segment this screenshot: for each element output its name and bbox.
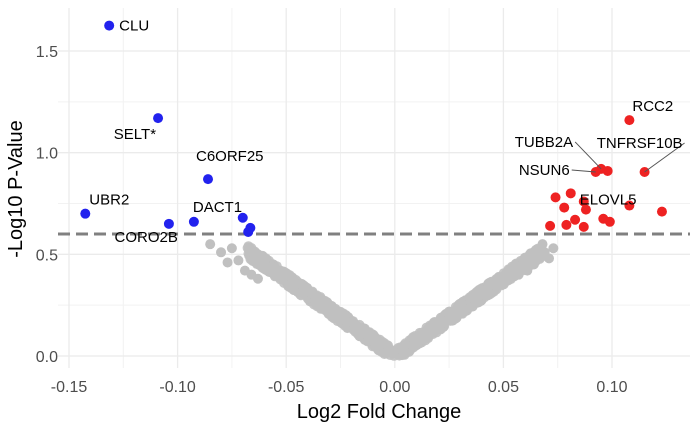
ns-point	[522, 265, 533, 276]
point-label: ELOVL5	[580, 191, 637, 208]
down-point	[163, 218, 174, 229]
y-axis-title: -Log10 P-Value	[5, 120, 27, 258]
point-label: NSUN6	[519, 162, 570, 179]
up-point	[570, 214, 581, 225]
ns-point	[347, 317, 358, 328]
ns-point	[358, 323, 369, 334]
up-point	[604, 216, 615, 227]
ns-point	[497, 278, 508, 289]
up-point	[578, 196, 589, 207]
up-point	[602, 165, 613, 176]
y-tick-label: 0.5	[36, 247, 58, 264]
ns-point	[456, 300, 467, 311]
y-tick-label: 1.5	[36, 44, 58, 61]
y-tick-label: 0.0	[36, 349, 58, 366]
x-tick-label: -0.15	[51, 379, 88, 396]
up-point	[624, 115, 635, 126]
ns-point	[528, 259, 539, 270]
up-point	[561, 219, 572, 230]
ns-point	[427, 329, 438, 340]
ns-point	[537, 239, 548, 250]
ns-point	[258, 255, 269, 266]
x-tick-label: 0.05	[488, 379, 519, 396]
down-point	[237, 212, 248, 223]
label-leader-line	[571, 169, 596, 173]
ns-point	[265, 265, 276, 276]
ns-point	[252, 273, 263, 284]
point-label: TUBB2A	[515, 134, 573, 151]
not-significant-points	[205, 239, 559, 361]
down-point	[153, 113, 164, 124]
ns-point	[414, 327, 425, 338]
ns-point	[295, 278, 306, 289]
x-axis-title: Log2 Fold Change	[297, 401, 462, 423]
x-tick-label: -0.10	[159, 379, 196, 396]
ns-point	[318, 301, 329, 312]
point-label: CORO2B	[115, 229, 178, 246]
point-label: UBR2	[89, 192, 129, 209]
point-label: SELT*	[114, 126, 156, 143]
ns-point	[539, 247, 550, 258]
up-point	[656, 206, 667, 217]
x-tick-label: 0.00	[379, 379, 410, 396]
ns-point	[331, 305, 342, 316]
ns-point	[513, 269, 524, 280]
ns-point	[226, 243, 237, 254]
up-point	[578, 221, 589, 232]
ns-point	[510, 260, 521, 271]
point-label: C6ORF25	[196, 148, 264, 165]
up-point	[580, 204, 591, 215]
point-label: TNFRSF10B	[597, 135, 683, 152]
down-point	[203, 174, 214, 185]
ns-point	[475, 284, 486, 295]
ns-point	[205, 239, 216, 250]
ns-point	[275, 265, 286, 276]
up-point	[545, 220, 556, 231]
ns-point	[548, 243, 559, 254]
ns-point	[407, 339, 418, 350]
ns-point	[470, 296, 481, 307]
ns-point	[216, 247, 227, 258]
down-point	[80, 208, 91, 219]
x-tick-label: 0.10	[596, 379, 627, 396]
ns-point	[233, 255, 244, 266]
label-leader-line	[574, 141, 602, 170]
down-point	[243, 226, 254, 237]
point-labels: CLU SELT* C6ORF25 UBR2 CORO2B DACT1 RCC2 TNFRSF…	[89, 18, 682, 246]
up-point	[559, 202, 570, 213]
ns-point	[456, 308, 467, 319]
ns-point	[303, 286, 314, 297]
up-point	[550, 192, 561, 203]
ns-point	[377, 336, 388, 347]
x-tick-label: -0.05	[268, 379, 305, 396]
grid	[58, 8, 690, 368]
ns-point	[249, 250, 260, 261]
y-tick-label: 1.0	[36, 146, 58, 163]
ns-point	[310, 290, 321, 301]
down-point	[104, 20, 115, 31]
ns-point	[287, 272, 298, 283]
axes: -0.15 -0.10 -0.05 0.00 0.05 0.10 0.0 0.5 1.0 1.5	[36, 44, 628, 396]
up-point	[565, 188, 576, 199]
point-label: CLU	[119, 18, 149, 35]
label-leader-line	[644, 142, 685, 173]
ns-point	[437, 318, 448, 329]
ns-point	[520, 254, 531, 265]
ns-point	[482, 283, 493, 294]
ns-point	[382, 347, 393, 358]
point-label: RCC2	[632, 98, 673, 115]
up-point	[624, 200, 635, 211]
ns-point	[222, 257, 233, 268]
point-label: DACT1	[193, 199, 242, 216]
ns-point	[400, 347, 411, 358]
ns-point	[449, 313, 460, 324]
down-point	[188, 216, 199, 227]
label-leaders	[571, 141, 685, 173]
